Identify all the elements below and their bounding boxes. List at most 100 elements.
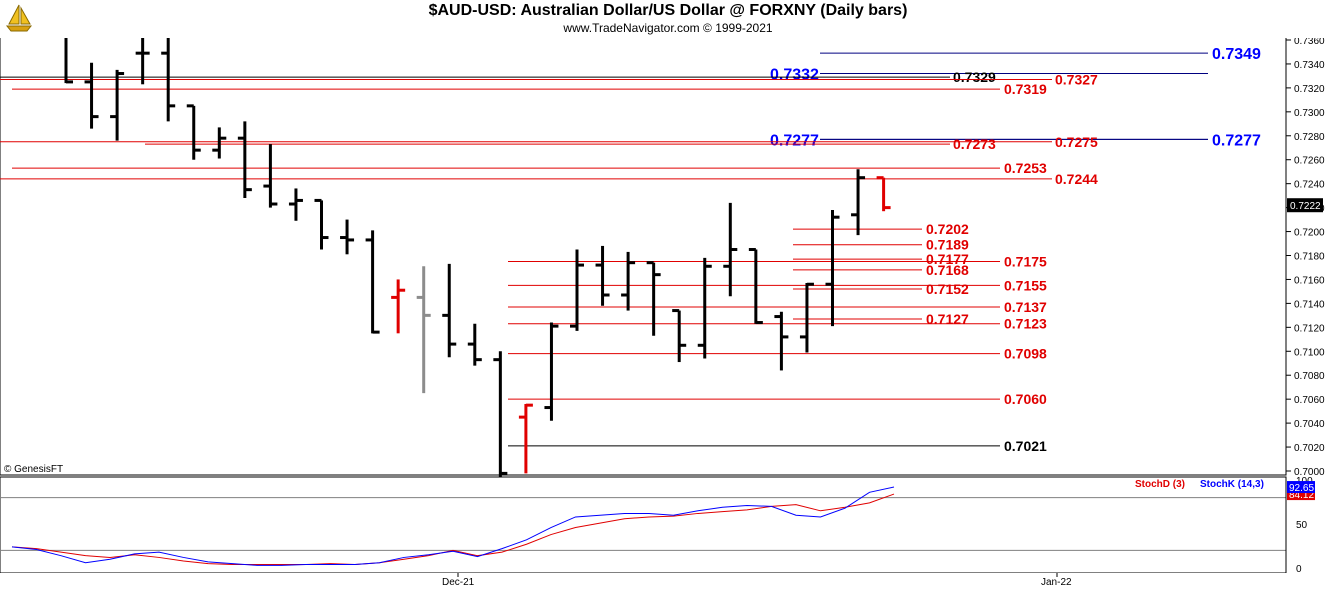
- credit-text: © GenesisFT: [4, 464, 63, 475]
- ohlc-bar: [186, 104, 201, 160]
- current-price-badge: [1287, 198, 1323, 213]
- ohlc-bar: [621, 251, 636, 311]
- level-label: 0.7060: [1004, 391, 1047, 407]
- price-axis: 0.7360 0.7340 0.7320 0.7300 0.7280 0.7260 0.72…: [1285, 36, 1325, 478]
- level-label: 0.7152: [926, 281, 969, 297]
- price-tick-label: 0.7140: [1294, 299, 1325, 310]
- time-tick-label: Dec-21: [442, 577, 475, 588]
- stochastic-value-badge: [1287, 481, 1315, 494]
- time-axis: Dec-21 Jan-22: [442, 573, 1072, 588]
- level-label: 0.7021: [1004, 438, 1047, 454]
- price-tick-label: 0.7000: [1294, 467, 1325, 478]
- ohlc-bar: [135, 30, 150, 85]
- stochastic-legend-label: StochD (3): [1135, 479, 1185, 490]
- ohlc-bar: [595, 245, 610, 306]
- ohlc-bar: [723, 202, 738, 297]
- ohlc-bar: [774, 311, 789, 371]
- price-tick-label: 0.7320: [1294, 84, 1325, 95]
- main-panel: [0, 36, 1336, 591]
- price-tick-label: 0.7360: [1294, 36, 1325, 47]
- price-tick-label: 0.7020: [1294, 443, 1325, 454]
- price-tick-label: 0.7100: [1294, 347, 1325, 358]
- chart-subtitle: www.TradeNavigator.com © 1999-2021: [563, 21, 773, 35]
- level-label: 0.7155: [1004, 277, 1047, 293]
- level-label: 0.7127: [926, 311, 969, 327]
- level-lines: 0.7349 0.7332 0.7329 0.7327 0.7319 0.7277 0.72…: [0, 46, 1261, 454]
- ohlc-bar: [570, 249, 584, 331]
- level-label: 0.7275: [1055, 134, 1098, 150]
- stochastic-value-label: 84.12: [1289, 490, 1314, 501]
- level-label: 0.7253: [1004, 160, 1047, 176]
- chart-title: $AUD-USD: Australian Dollar/US Dollar @ …: [428, 2, 908, 19]
- time-axis-background: [0, 573, 1336, 591]
- stochastic-line: [11, 486, 895, 566]
- level-label: 0.7098: [1004, 346, 1047, 362]
- ohlc-bar: [263, 144, 278, 208]
- stochastic-tick-label: 50: [1296, 520, 1308, 531]
- stochastic-value-label: 92.65: [1289, 483, 1314, 494]
- level-label: 0.7277: [1212, 132, 1261, 149]
- level-label: 0.7273: [953, 136, 996, 152]
- ohlc-bar: [314, 198, 329, 250]
- price-tick-label: 0.7200: [1294, 228, 1325, 239]
- level-label: 0.7123: [1004, 316, 1047, 332]
- stochastic-legend-label: StochK (14,3): [1200, 479, 1264, 490]
- price-tick-label: 0.7300: [1294, 108, 1325, 119]
- ohlc-bar: [84, 62, 99, 129]
- price-tick-label: 0.7060: [1294, 395, 1325, 406]
- level-label: 0.7277: [770, 132, 819, 149]
- ohlc-bar: [876, 176, 891, 212]
- ohlc-bar: [518, 403, 533, 474]
- level-label: 0.7168: [926, 262, 969, 278]
- ohlc-bar: [416, 266, 431, 394]
- ohlc-bar: [672, 309, 687, 363]
- price-bars: [59, 22, 891, 477]
- current-price-label: 0.7222: [1290, 201, 1321, 212]
- level-label: 0.7349: [1212, 46, 1261, 63]
- ohlc-bar: [748, 248, 763, 325]
- ohlc-bar: [825, 210, 840, 327]
- price-tick-label: 0.7120: [1294, 323, 1325, 334]
- level-label: 0.7332: [770, 67, 819, 84]
- price-axis-background: [1286, 37, 1336, 475]
- ohlc-bar: [697, 257, 712, 359]
- level-label: 0.7244: [1055, 171, 1098, 187]
- price-tick-label: 0.7180: [1294, 252, 1325, 263]
- ohlc-bar: [110, 69, 125, 141]
- ohlc-bar: [493, 351, 508, 477]
- level-label: 0.7319: [1004, 81, 1047, 97]
- stochastic-tick-label: 0: [1296, 564, 1302, 575]
- ohlc-bar: [851, 169, 866, 236]
- level-label: 0.7327: [1055, 72, 1098, 88]
- sailboat-logo-icon: [4, 2, 34, 34]
- ohlc-bar: [646, 261, 661, 336]
- ohlc-bar: [467, 323, 482, 366]
- time-tick-label: Jan-22: [1041, 577, 1072, 588]
- price-tick-label: 0.7080: [1294, 371, 1325, 382]
- ohlc-bar: [544, 322, 559, 421]
- price-tick-label: 0.7280: [1294, 132, 1325, 143]
- ohlc-bar: [288, 188, 303, 221]
- level-label: 0.7175: [1004, 253, 1047, 269]
- price-tick-label: 0.7040: [1294, 419, 1325, 430]
- ohlc-bar: [391, 279, 406, 334]
- price-tick-label: 0.7340: [1294, 60, 1325, 71]
- ohlc-bar: [237, 121, 252, 199]
- level-label: 0.7202: [926, 221, 969, 237]
- stochastic-line: [11, 493, 895, 565]
- ohlc-bar: [340, 219, 355, 255]
- ohlc-bar: [365, 230, 380, 334]
- ohlc-bar: [212, 127, 227, 159]
- stochastic-panel-background: [0, 476, 1287, 574]
- chart-header: $AUD-USD: Australian Dollar/US Dollar @ …: [0, 0, 1336, 38]
- ohlc-bar: [442, 263, 457, 358]
- level-label: 0.7189: [926, 237, 969, 253]
- price-tick-label: 0.7240: [1294, 180, 1325, 191]
- price-tick-label: 0.7260: [1294, 156, 1325, 167]
- level-label: 0.7177: [926, 251, 969, 267]
- price-panel-background: [0, 36, 1287, 476]
- level-label: 0.7137: [1004, 299, 1047, 315]
- ohlc-bar: [161, 36, 176, 122]
